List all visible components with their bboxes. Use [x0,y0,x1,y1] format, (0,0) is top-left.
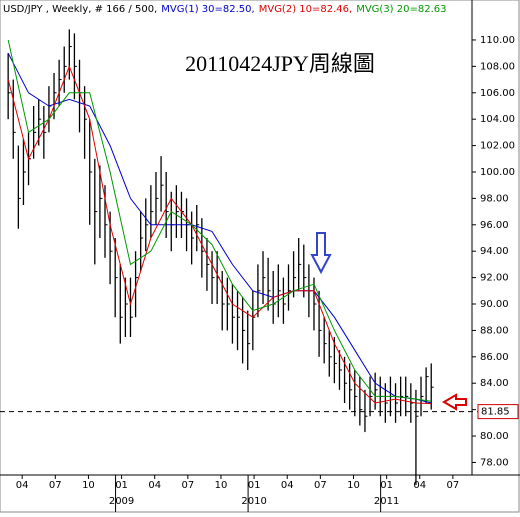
y-tick-label: 102.00 [480,141,515,152]
y-tick-label: 90.00 [480,299,509,310]
x-tick-label: 07 [314,480,327,491]
y-tick-label: 104.00 [480,114,515,125]
chart-title: 20110424JPY周線圖 [185,51,375,76]
legend-entry: MVG(2) 10=82.46, [259,4,352,15]
x-tick-label: 01 [248,480,261,491]
moving-average-line [7,39,432,402]
y-tick-label: 96.00 [480,220,509,231]
y-tick-label: 110.00 [480,35,515,46]
y-tick-label: 108.00 [480,61,515,72]
x-tick-label: 04 [413,480,426,491]
x-tick-label: 10 [82,480,95,491]
x-tick-label: 01 [115,480,128,491]
y-tick-label: 88.00 [480,325,509,336]
moving-average-line [7,52,432,404]
y-tick-label: 78.00 [480,457,509,468]
legend-entry: MVG(3) 20=82.63 [356,4,446,15]
year-label: 2010 [241,496,266,507]
x-tick-label: 10 [215,480,228,491]
y-tick-label: 100.00 [480,167,515,178]
y-tick-label: 106.00 [480,88,515,99]
x-tick-label: 07 [447,480,460,491]
x-tick-label: 07 [49,480,62,491]
y-tick-label: 98.00 [480,193,509,204]
y-tick-label: 80.00 [480,431,509,442]
y-tick-label: 84.00 [480,378,509,389]
reference-label-box [477,404,519,420]
header: USD/JPY , Weekly, # 166 / 500, MVG(1) 30=… [3,4,447,15]
header-symbol: USD/JPY , Weekly, # 166 / 500, [3,4,157,15]
year-label: 2011 [374,496,399,507]
legend-entry: MVG(1) 30=82.50, [161,4,254,15]
year-label: 2009 [109,496,134,507]
y-tick-label: 94.00 [480,246,509,257]
y-tick-label: 86.00 [480,352,509,363]
x-tick-label: 04 [281,480,294,491]
blue-arrow [310,232,332,275]
x-tick-label: 04 [148,480,161,491]
x-tick-label: 01 [380,480,393,491]
y-tick-label: 92.00 [480,273,509,284]
x-tick-label: 10 [347,480,360,491]
x-tick-label: 04 [16,480,29,491]
x-tick-label: 07 [181,480,194,491]
red-arrow [442,393,467,411]
reference-label: 81.85 [481,407,510,418]
